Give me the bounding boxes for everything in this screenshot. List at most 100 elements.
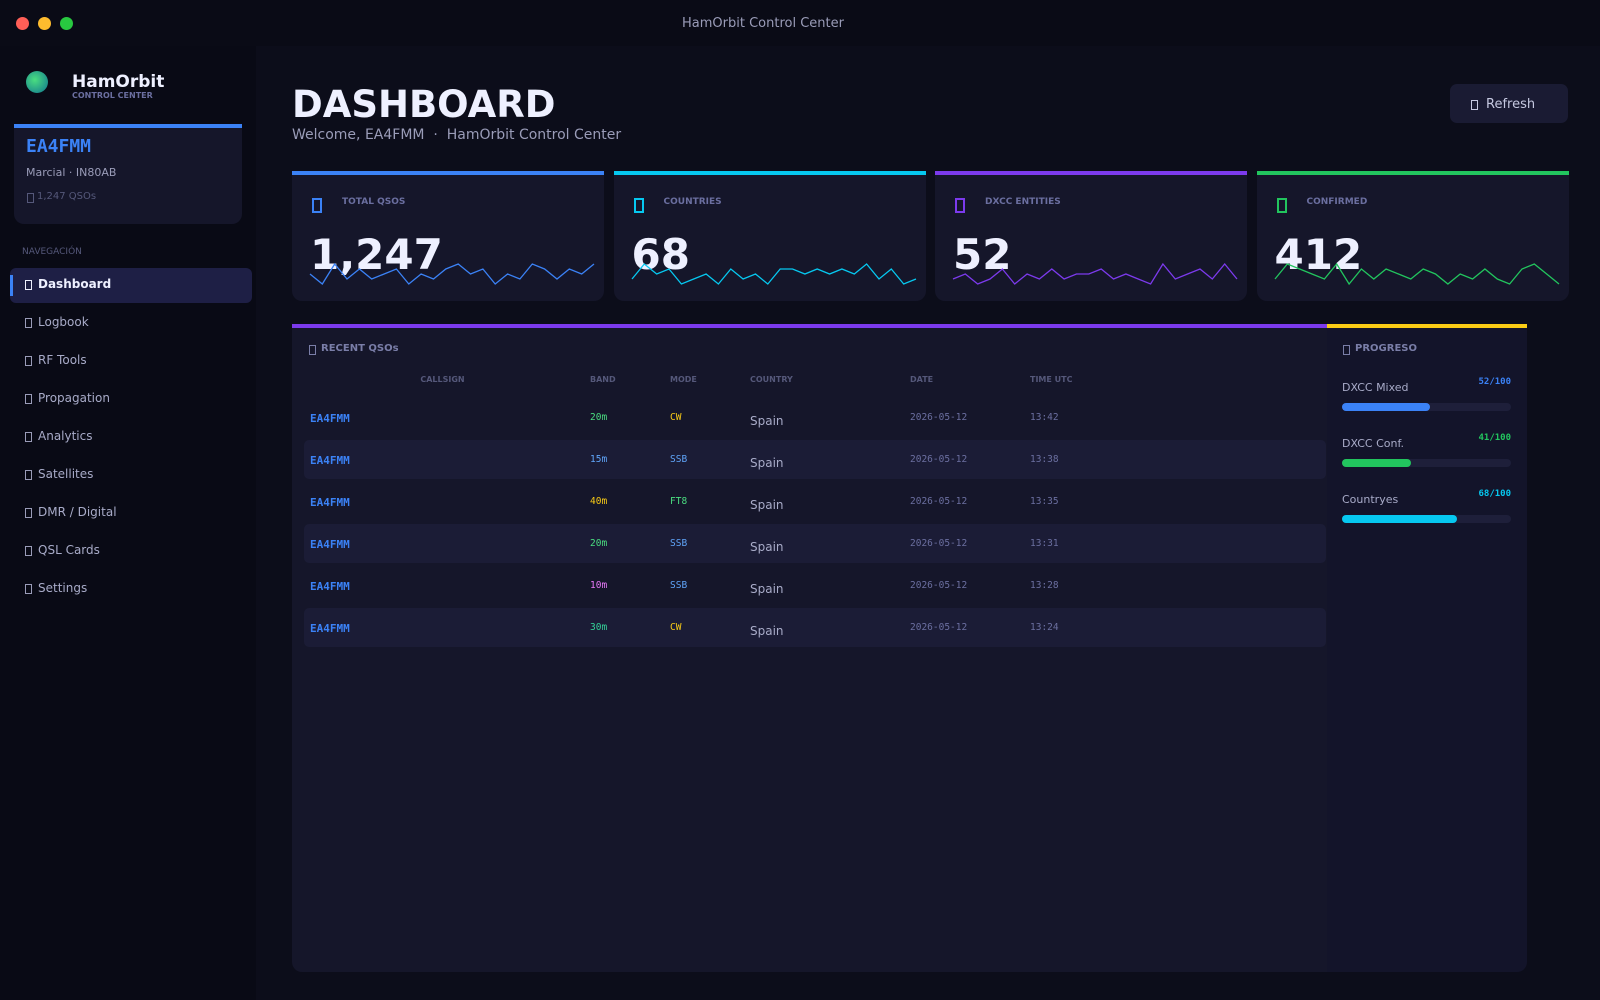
icon: [25, 356, 32, 366]
nav-item[interactable]: Analytics: [38, 429, 93, 443]
stat-value: 68: [631, 230, 690, 279]
refresh-button[interactable]: [1450, 84, 1568, 123]
icon: [25, 508, 32, 518]
icon: [25, 394, 32, 404]
profile-card: [14, 124, 242, 224]
column-header: MODE: [670, 375, 697, 384]
nav-item[interactable]: DMR / Digital: [38, 505, 117, 519]
date: 2026-05-12: [910, 580, 968, 591]
sparkline: [309, 262, 595, 285]
stat-value: 412: [1274, 230, 1363, 279]
stat-card: [935, 171, 1247, 301]
callsign[interactable]: EA4FMM: [310, 496, 350, 509]
minimize-button[interactable]: [38, 17, 51, 30]
nav-item[interactable]: Propagation: [38, 391, 110, 405]
sparkline: [630, 263, 916, 285]
nav-item[interactable]: Satellites: [38, 467, 94, 481]
progress-title: PROGRESO: [1355, 343, 1417, 354]
time: 13:35: [1030, 496, 1059, 507]
stat-label: DXCC ENTITIES: [985, 197, 1061, 207]
date: 2026-05-12: [910, 538, 968, 549]
nav-active-accent: [10, 275, 13, 296]
nav-active-bg: [10, 268, 252, 303]
band: 20m: [590, 412, 608, 423]
time: 13:28: [1030, 580, 1059, 591]
row-bg: [304, 440, 1326, 479]
mode: SSB: [670, 538, 688, 549]
icon: [633, 198, 644, 213]
progress-text: 68/100: [1478, 489, 1511, 499]
band: 15m: [590, 454, 608, 465]
column-header: DATE: [910, 375, 934, 384]
icon: [25, 546, 32, 556]
sparkline-line: [952, 262, 1238, 285]
callsign[interactable]: EA4FMM: [310, 538, 350, 551]
window-title: HamOrbit Control Center: [682, 16, 844, 31]
progress-bar: [1342, 403, 1430, 411]
progress-label: DXCC Mixed: [1342, 381, 1409, 394]
column-header: CALLSIGN: [420, 375, 465, 384]
icon: [312, 198, 322, 213]
band: 10m: [590, 580, 608, 591]
icon: [25, 318, 32, 328]
date: 2026-05-12: [910, 496, 968, 507]
callsign[interactable]: EA4FMM: [310, 454, 350, 467]
nav-item[interactable]: Settings: [38, 581, 88, 595]
mode: CW: [670, 412, 682, 423]
country: Spain: [750, 624, 784, 638]
recent-title: RECENT QSOs: [321, 343, 399, 354]
progress-text: 41/100: [1478, 433, 1511, 443]
callsign[interactable]: EA4FMM: [310, 580, 350, 593]
nav-item[interactable]: RF Tools: [38, 353, 87, 367]
stat-card: [1256, 171, 1569, 301]
icon: [25, 584, 32, 594]
stat-card: [613, 171, 926, 301]
icon: [27, 193, 34, 203]
stat-value: 52: [953, 230, 1012, 279]
row-bg: [304, 524, 1326, 563]
stat-value: 1,247: [310, 230, 443, 279]
column-header: BAND: [590, 375, 616, 384]
refresh-label: Refresh: [1486, 97, 1536, 112]
country: Spain: [750, 540, 784, 554]
band: 40m: [590, 496, 608, 507]
icon: [309, 345, 316, 355]
nav-item[interactable]: Dashboard: [38, 277, 112, 291]
icon: [1276, 198, 1287, 213]
brand-sub: CONTROL CENTER: [72, 91, 153, 100]
column-header: TIME UTC: [1030, 375, 1073, 384]
callsign[interactable]: EA4FMM: [310, 622, 350, 635]
mode: CW: [670, 622, 682, 633]
nav-item[interactable]: QSL Cards: [38, 543, 100, 557]
time: 13:31: [1030, 538, 1059, 549]
band: 30m: [590, 622, 608, 633]
icon: [1343, 345, 1350, 355]
maximize-button[interactable]: [60, 17, 73, 30]
icon: [955, 198, 965, 213]
time: 13:24: [1030, 622, 1059, 633]
recent-panel: [292, 324, 1327, 972]
country: Spain: [750, 582, 784, 596]
sparkline-line: [630, 263, 916, 285]
row-bg: [304, 608, 1326, 647]
stat-label: TOTAL QSOS: [342, 197, 406, 207]
nav-item[interactable]: Logbook: [38, 315, 89, 329]
icon: [25, 280, 32, 290]
page-title: DASHBOARD: [292, 83, 556, 126]
sparkline-line: [1273, 262, 1559, 286]
date: 2026-05-12: [910, 412, 968, 423]
stat-label: COUNTRIES: [663, 197, 722, 207]
progress-text: 52/100: [1478, 377, 1511, 387]
progress-label: Countryes: [1342, 493, 1399, 506]
sparkline-line: [309, 262, 595, 285]
progress-bar: [1342, 515, 1457, 523]
stat-label: CONFIRMED: [1306, 197, 1368, 207]
icon: [1471, 100, 1478, 110]
mode: SSB: [670, 580, 688, 591]
time: 13:42: [1030, 412, 1059, 423]
callsign[interactable]: EA4FMM: [310, 412, 350, 425]
profile-details: Marcial · IN80AB: [26, 166, 117, 179]
progress-track: [1342, 459, 1511, 467]
country: Spain: [750, 498, 784, 512]
close-button[interactable]: [16, 17, 29, 30]
